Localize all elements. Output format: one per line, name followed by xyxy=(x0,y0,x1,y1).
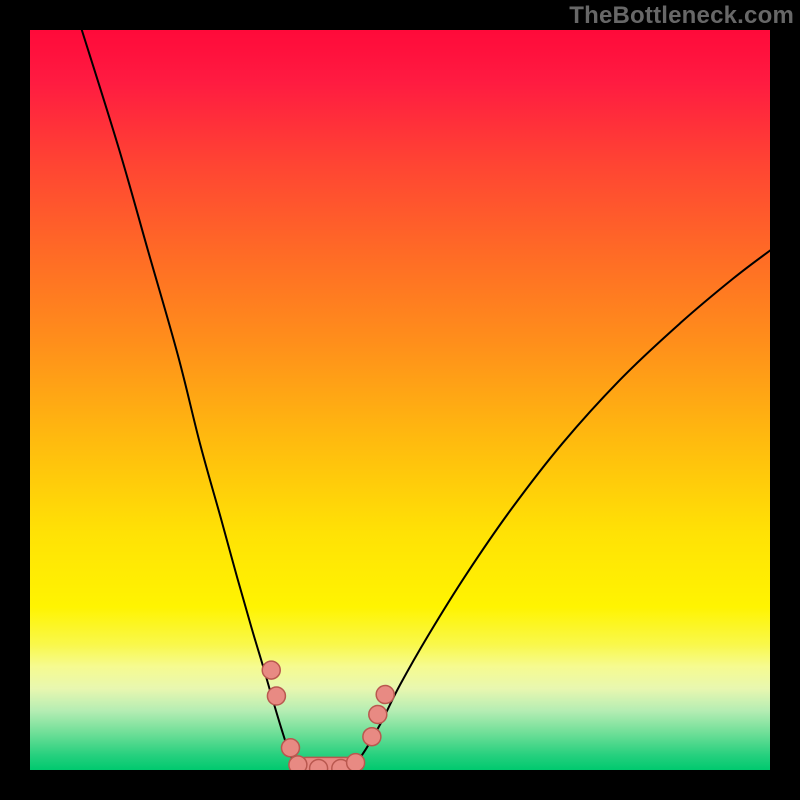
marker-dot xyxy=(347,754,365,770)
marker-dot xyxy=(376,686,394,704)
marker-dot xyxy=(289,756,307,770)
marker-dot xyxy=(267,687,285,705)
marker-dot xyxy=(363,728,381,746)
watermark-text: TheBottleneck.com xyxy=(569,2,794,30)
gradient-background xyxy=(30,30,770,770)
marker-dot xyxy=(369,706,387,724)
marker-dot xyxy=(262,661,280,679)
plot-area xyxy=(30,30,770,770)
plot-svg xyxy=(30,30,770,770)
marker-dot xyxy=(281,739,299,757)
marker-dot xyxy=(310,760,328,770)
